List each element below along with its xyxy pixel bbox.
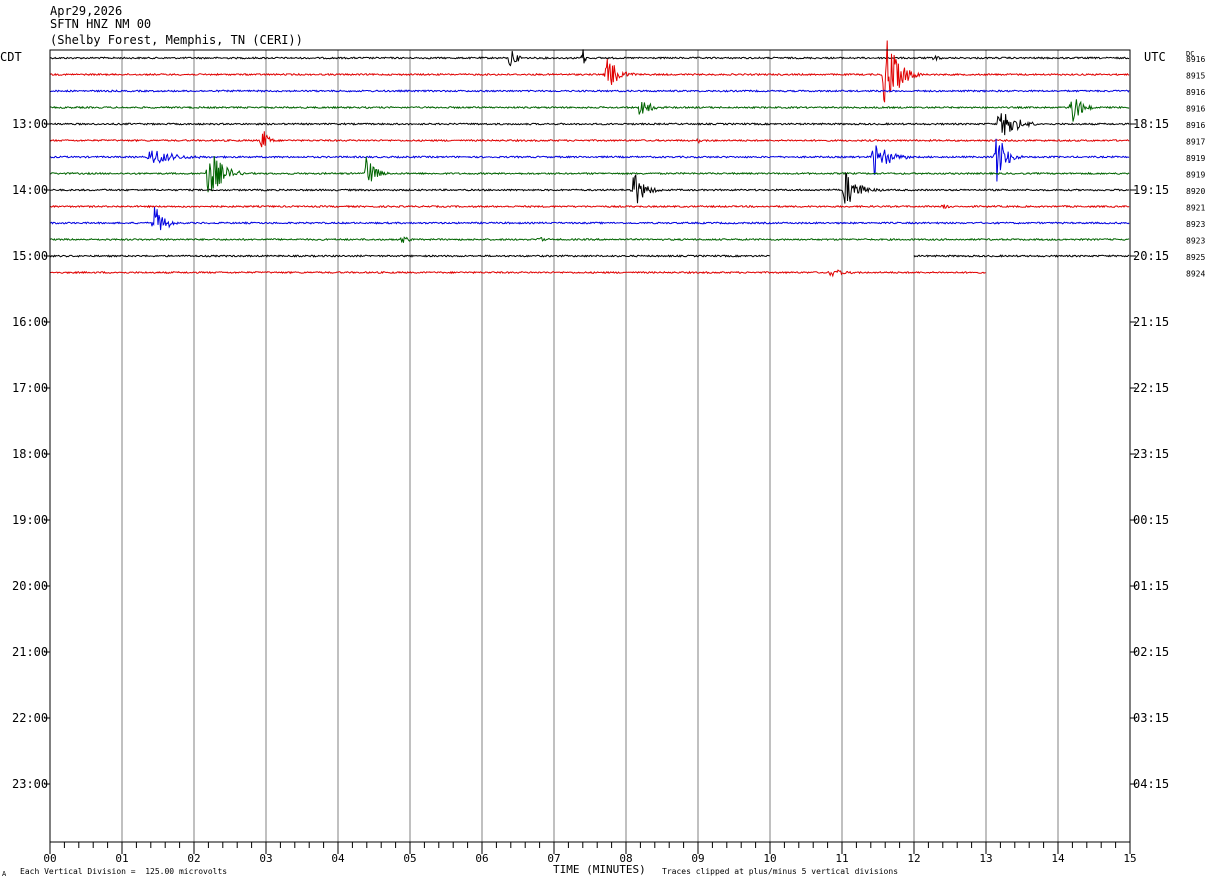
- seismic-trace: [49, 155, 1130, 193]
- x-tick-label: 13: [979, 852, 992, 865]
- seismic-trace: [49, 49, 1130, 67]
- dc-offset-value: 8925: [1186, 253, 1205, 262]
- x-tick-label: 09: [691, 852, 704, 865]
- utc-hour-label: 01:15: [1133, 579, 1169, 593]
- seismic-trace: [49, 138, 1130, 182]
- x-tick-label: 11: [835, 852, 848, 865]
- utc-hour-label: 21:15: [1133, 315, 1169, 329]
- x-tick-label: 07: [547, 852, 560, 865]
- utc-timezone-label: UTC: [1144, 50, 1166, 64]
- scale-note: Each Vertical Division = 125.00 microvol…: [20, 867, 228, 876]
- x-tick-label: 04: [331, 852, 345, 865]
- label-layer: 00 01 02 03 04 05 06 07 08 09 10 11 12 13 14 15 13:00 18:…: [12, 55, 1205, 865]
- utc-hour-label: 20:15: [1133, 249, 1169, 263]
- dc-offset-value: 8916: [1186, 121, 1205, 130]
- x-tick-label: 05: [403, 852, 416, 865]
- seismic-trace: [49, 236, 1130, 244]
- seismic-trace: [50, 204, 1130, 210]
- x-tick-label: 08: [619, 852, 632, 865]
- utc-hour-label: 03:15: [1133, 711, 1169, 725]
- dc-offset-value: 8919: [1186, 154, 1205, 163]
- local-hour-label: 21:00: [12, 645, 48, 659]
- local-hour-label: 19:00: [12, 513, 48, 527]
- utc-hour-label: 19:15: [1133, 183, 1169, 197]
- seismic-trace: [49, 89, 1130, 93]
- x-tick-label: 02: [187, 852, 200, 865]
- trace-layer: [49, 40, 1130, 278]
- dc-offset-value: 8916: [1186, 88, 1205, 97]
- seismic-trace: [49, 131, 1130, 148]
- seismic-trace: [49, 207, 1130, 231]
- utc-hour-label: 22:15: [1133, 381, 1169, 395]
- local-hour-label: 13:00: [12, 117, 48, 131]
- seismic-trace: [49, 254, 1130, 258]
- dc-offset-value: 8924: [1186, 270, 1205, 279]
- seismic-trace: [49, 113, 1130, 136]
- seismic-trace: [49, 269, 986, 278]
- local-hour-label: 22:00: [12, 711, 48, 725]
- utc-hour-label: 18:15: [1133, 117, 1169, 131]
- utc-hour-label: 02:15: [1133, 645, 1169, 659]
- seismic-trace: [49, 40, 1130, 103]
- dc-offset-value: 8920: [1186, 187, 1205, 196]
- dc-offset-value: 8916: [1186, 105, 1205, 114]
- x-tick-label: 06: [475, 852, 488, 865]
- dc-offset-value: 8919: [1186, 171, 1205, 180]
- x-tick-label: 00: [43, 852, 56, 865]
- local-hour-label: 15:00: [12, 249, 48, 263]
- dc-offset-value: 8915: [1186, 72, 1205, 81]
- dc-offset-value: 8916: [1186, 55, 1205, 64]
- utc-hour-label: 23:15: [1133, 447, 1169, 461]
- corner-mark: A: [2, 870, 7, 878]
- station-location: (Shelby Forest, Memphis, TN (CERI)): [50, 33, 303, 47]
- local-hour-label: 20:00: [12, 579, 48, 593]
- dc-offset-value: 8921: [1186, 204, 1205, 213]
- utc-hour-label: 00:15: [1133, 513, 1169, 527]
- plot-date: Apr29,2026: [50, 4, 123, 18]
- seismic-trace: [49, 171, 1130, 204]
- local-hour-label: 18:00: [12, 447, 48, 461]
- grid-layer: [44, 50, 1136, 854]
- local-hour-label: 17:00: [12, 381, 48, 395]
- dc-offset-header: DC: [1186, 50, 1195, 58]
- x-tick-label: 12: [907, 852, 920, 865]
- x-tick-label: 10: [763, 852, 776, 865]
- x-tick-label: 14: [1051, 852, 1065, 865]
- dc-offset-value: 8923: [1186, 237, 1205, 246]
- local-hour-label: 16:00: [12, 315, 48, 329]
- x-tick-label: 15: [1123, 852, 1136, 865]
- clip-note: Traces clipped at plus/minus 5 vertical …: [662, 867, 899, 876]
- dc-offset-value: 8917: [1186, 138, 1205, 147]
- dc-offset-value: 8923: [1186, 220, 1205, 229]
- plot-frame: [49, 49, 1131, 843]
- local-hour-label: 23:00: [12, 777, 48, 791]
- utc-hour-label: 04:15: [1133, 777, 1169, 791]
- seismic-trace: [49, 99, 1130, 122]
- station-code: SFTN HNZ NM 00: [50, 17, 152, 31]
- x-tick-label: 03: [259, 852, 272, 865]
- x-axis-label: TIME (MINUTES): [553, 863, 646, 876]
- local-timezone-label: CDT: [0, 50, 22, 64]
- x-tick-label: 01: [115, 852, 128, 865]
- local-hour-label: 14:00: [12, 183, 48, 197]
